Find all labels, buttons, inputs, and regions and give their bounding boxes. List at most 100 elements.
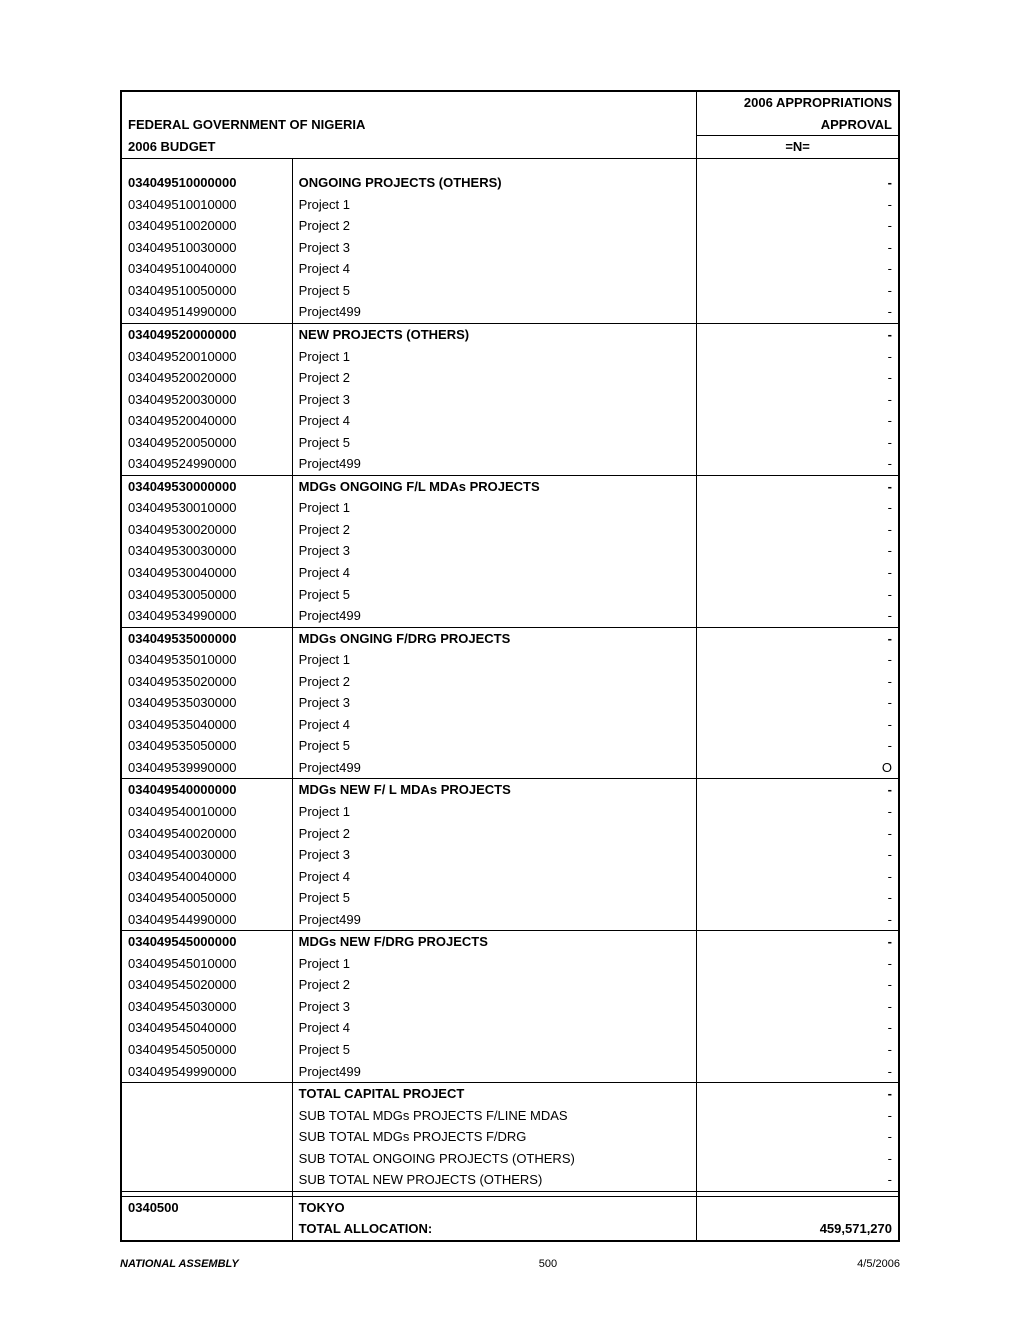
amount-cell: - [697, 346, 899, 368]
desc-cell: Project499 [292, 605, 697, 627]
code-cell: 034049540020000 [121, 823, 292, 845]
code-cell: 034049530050000 [121, 584, 292, 606]
code-cell: 034049545050000 [121, 1039, 292, 1061]
desc-cell: Project 3 [292, 844, 697, 866]
table-row: 034049510010000Project 1- [121, 194, 899, 216]
code-cell: 034049510050000 [121, 280, 292, 302]
amount-cell: - [697, 887, 899, 909]
amount-cell: - [697, 823, 899, 845]
amount-cell: - [697, 974, 899, 996]
desc-cell: Project 1 [292, 953, 697, 975]
desc-cell: Project 1 [292, 346, 697, 368]
table-row: 034049514990000Project499- [121, 301, 899, 323]
amount-cell: - [697, 649, 899, 671]
code-cell [121, 1105, 292, 1127]
table-row: SUB TOTAL MDGs PROJECTS F/LINE MDAS- [121, 1105, 899, 1127]
code-cell [121, 1169, 292, 1191]
code-cell: 034049535000000 [121, 627, 292, 649]
table-row: 034049520020000Project 2- [121, 367, 899, 389]
table-row: 034049524990000Project499- [121, 453, 899, 475]
amount-cell: - [697, 323, 899, 345]
spacer-row [121, 158, 899, 172]
code-cell: 034049510000000 [121, 172, 292, 194]
desc-cell: Project 1 [292, 194, 697, 216]
desc-cell: SUB TOTAL ONGOING PROJECTS (OTHERS) [292, 1148, 697, 1170]
code-cell: 034049510040000 [121, 258, 292, 280]
desc-cell: Project 4 [292, 1017, 697, 1039]
desc-cell: Project 3 [292, 692, 697, 714]
code-cell: 034049530000000 [121, 475, 292, 497]
desc-cell: Project 4 [292, 410, 697, 432]
table-row: 034049520040000Project 4- [121, 410, 899, 432]
desc-cell: Project 5 [292, 584, 697, 606]
amount-cell: - [697, 866, 899, 888]
desc-cell: TOTAL CAPITAL PROJECT [292, 1083, 697, 1105]
amount-cell: - [697, 801, 899, 823]
desc-cell: Project 2 [292, 974, 697, 996]
code-cell: 034049545030000 [121, 996, 292, 1018]
code-cell: 034049540000000 [121, 779, 292, 801]
code-cell: 034049510010000 [121, 194, 292, 216]
desc-cell: Project 1 [292, 649, 697, 671]
amount-cell: - [697, 432, 899, 454]
tail-row-total: TOTAL ALLOCATION:459,571,270 [121, 1218, 899, 1241]
budget-page: FEDERAL GOVERNMENT OF NIGERIA 2006 APPRO… [0, 0, 1020, 1242]
table-row: 034049540030000Project 3- [121, 844, 899, 866]
table-row: 034049545040000Project 4- [121, 1017, 899, 1039]
table-row: 034049539990000Project499O [121, 757, 899, 779]
code-cell: 034049549990000 [121, 1061, 292, 1083]
code-cell: 034049524990000 [121, 453, 292, 475]
desc-cell: Project 5 [292, 735, 697, 757]
footer-right: 4/5/2006 [857, 1258, 900, 1270]
code-cell: 034049520050000 [121, 432, 292, 454]
code-cell: 034049520030000 [121, 389, 292, 411]
amount-cell: - [697, 909, 899, 931]
code-cell: 034049520020000 [121, 367, 292, 389]
desc-cell: Project 5 [292, 432, 697, 454]
desc-cell: MDGs NEW F/ L MDAs PROJECTS [292, 779, 697, 801]
table-row: 034049549990000Project499- [121, 1061, 899, 1083]
amount-cell: - [697, 627, 899, 649]
footer-left: NATIONAL ASSEMBLY [120, 1258, 239, 1270]
desc-cell: MDGs ONGING F/DRG PROJECTS [292, 627, 697, 649]
amount-cell: - [697, 475, 899, 497]
desc-cell: Project 4 [292, 258, 697, 280]
code-cell: 034049530020000 [121, 519, 292, 541]
code-cell: 034049535030000 [121, 692, 292, 714]
desc-cell: Project 2 [292, 823, 697, 845]
amount-cell: - [697, 280, 899, 302]
table-row: 034049510020000Project 2- [121, 215, 899, 237]
code-cell: 034049545000000 [121, 931, 292, 953]
tail-total-label: TOTAL ALLOCATION: [292, 1218, 697, 1241]
desc-cell: Project 4 [292, 562, 697, 584]
desc-cell: Project 4 [292, 866, 697, 888]
budget-table: FEDERAL GOVERNMENT OF NIGERIA 2006 APPRO… [120, 90, 900, 1242]
amount-cell: - [697, 389, 899, 411]
budget-year: 2006 BUDGET [128, 139, 215, 154]
tail-empty [697, 1196, 899, 1218]
code-cell: 034049520010000 [121, 346, 292, 368]
desc-cell: Project 5 [292, 1039, 697, 1061]
table-row: 034049545050000Project 5- [121, 1039, 899, 1061]
code-cell: 034049534990000 [121, 605, 292, 627]
desc-cell: Project 2 [292, 215, 697, 237]
table-row: 034049545000000MDGs NEW F/DRG PROJECTS- [121, 931, 899, 953]
desc-cell: Project 5 [292, 887, 697, 909]
table-row: 034049530030000Project 3- [121, 540, 899, 562]
amount-cell: - [697, 497, 899, 519]
code-cell: 034049530030000 [121, 540, 292, 562]
table-row: 034049540040000Project 4- [121, 866, 899, 888]
desc-cell: Project 3 [292, 389, 697, 411]
amount-cell: - [697, 996, 899, 1018]
code-cell: 034049510020000 [121, 215, 292, 237]
table-row: 034049530010000Project 1- [121, 497, 899, 519]
desc-cell: MDGs ONGOING F/L MDAs PROJECTS [292, 475, 697, 497]
amount-cell: - [697, 1148, 899, 1170]
table-row: 034049520000000NEW PROJECTS (OTHERS)- [121, 323, 899, 345]
table-row: 034049510000000ONGOING PROJECTS (OTHERS)… [121, 172, 899, 194]
table-row: 034049545010000Project 1- [121, 953, 899, 975]
code-cell: 034049520040000 [121, 410, 292, 432]
amount-cell: - [697, 844, 899, 866]
table-row: 034049534990000Project499- [121, 605, 899, 627]
code-cell: 034049540030000 [121, 844, 292, 866]
